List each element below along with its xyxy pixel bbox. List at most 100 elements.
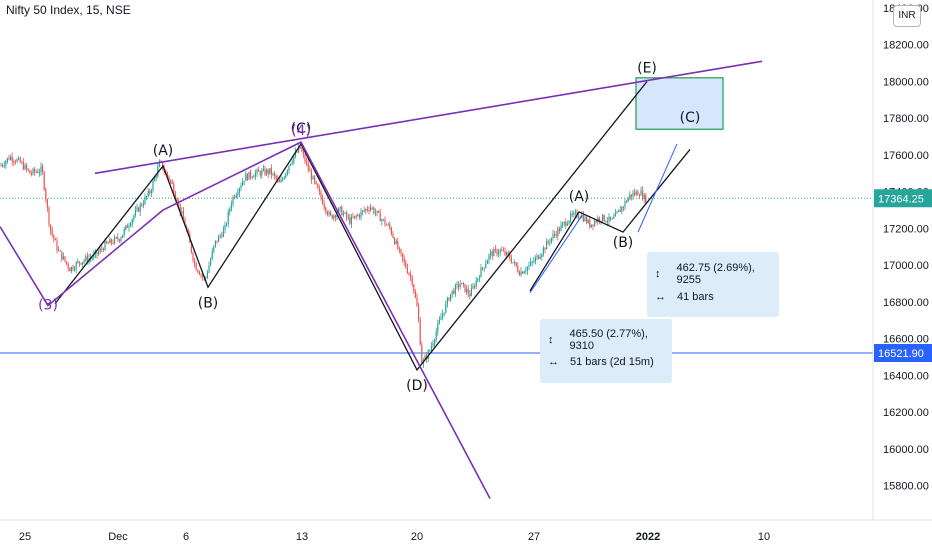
candle-body bbox=[515, 262, 517, 267]
candle-body bbox=[280, 180, 282, 183]
y-tick-label: 16400.00 bbox=[883, 370, 929, 382]
candle-body bbox=[547, 241, 549, 243]
candle-body bbox=[389, 224, 391, 228]
candle-body bbox=[346, 212, 348, 218]
wave-label[interactable]: (4) bbox=[291, 123, 311, 139]
candle-body bbox=[138, 207, 140, 212]
candle-body bbox=[168, 176, 170, 181]
candle-body bbox=[43, 172, 45, 190]
candle-body bbox=[414, 291, 416, 298]
candle-body bbox=[235, 194, 237, 198]
y-tick-label: 18000.00 bbox=[883, 76, 929, 88]
candle-body bbox=[211, 251, 213, 260]
candle-body bbox=[632, 192, 634, 197]
candle-body bbox=[75, 262, 77, 270]
candle-body bbox=[173, 183, 175, 194]
candle-body bbox=[451, 290, 453, 294]
candle-body bbox=[566, 223, 568, 226]
candle-body bbox=[350, 216, 352, 224]
candle-body bbox=[278, 179, 280, 183]
candle-body bbox=[53, 234, 55, 240]
candle-body bbox=[229, 208, 231, 213]
candle-body bbox=[541, 254, 543, 258]
target-box[interactable] bbox=[635, 77, 724, 130]
price-label-text: 17364.25 bbox=[878, 193, 924, 205]
trend-line-1[interactable] bbox=[529, 215, 583, 294]
candle-body bbox=[331, 215, 333, 219]
candle-body bbox=[122, 234, 124, 238]
candle-body bbox=[627, 198, 629, 202]
wave-label[interactable]: (E) bbox=[637, 60, 657, 76]
candle-body bbox=[373, 207, 375, 213]
candle-body bbox=[358, 214, 360, 217]
candle-body bbox=[195, 263, 197, 270]
candle-body bbox=[270, 168, 272, 175]
trend-line-2[interactable] bbox=[637, 143, 678, 233]
candle-body bbox=[536, 255, 538, 258]
wave-label[interactable]: (A) bbox=[153, 143, 174, 159]
candle-body bbox=[26, 164, 28, 169]
candle-body bbox=[392, 233, 394, 238]
candle-body bbox=[123, 229, 125, 235]
candle-body bbox=[486, 260, 488, 264]
x-tick-label: 27 bbox=[528, 531, 540, 543]
candle-body bbox=[283, 177, 285, 179]
candle-body bbox=[218, 236, 220, 242]
candle-body bbox=[459, 284, 461, 287]
wave-label[interactable]: (B) bbox=[613, 235, 634, 251]
y-tick-label: 17200.00 bbox=[883, 223, 929, 235]
candle-body bbox=[304, 154, 306, 162]
candle-body bbox=[48, 207, 50, 225]
candle-body bbox=[498, 252, 500, 255]
wave-label[interactable]: (B) bbox=[198, 295, 219, 311]
measurement-box-2[interactable]: ↕ 465.50 (2.77%), 9310 ↔ 51 bars (2d 15m… bbox=[540, 319, 672, 383]
candle-body bbox=[398, 248, 400, 250]
wave-label[interactable]: (3) bbox=[38, 297, 58, 313]
candle-body bbox=[242, 181, 244, 186]
candle-body bbox=[418, 306, 420, 320]
candle-body bbox=[32, 169, 34, 174]
x-tick-label: 20 bbox=[411, 531, 423, 543]
candle-body bbox=[286, 170, 288, 174]
wave-line-1[interactable] bbox=[54, 81, 648, 372]
wave-label[interactable]: (D) bbox=[406, 378, 428, 394]
wave-line-4[interactable] bbox=[94, 60, 763, 175]
wave-label[interactable]: (C) bbox=[680, 110, 701, 126]
currency-badge[interactable]: INR bbox=[893, 5, 921, 27]
candle-body bbox=[461, 282, 463, 285]
candle-body bbox=[227, 212, 229, 224]
candle-body bbox=[523, 271, 525, 274]
candle-body bbox=[99, 248, 101, 252]
candle-body bbox=[590, 224, 592, 228]
candle-body bbox=[150, 190, 152, 194]
candle-body bbox=[552, 234, 554, 239]
candle-body bbox=[37, 171, 39, 173]
candle-body bbox=[445, 303, 447, 313]
candle-body bbox=[539, 257, 541, 259]
candle-body bbox=[77, 261, 79, 263]
candle-body bbox=[586, 217, 588, 223]
candle-body bbox=[147, 190, 149, 197]
candle-body bbox=[357, 214, 359, 216]
candle-body bbox=[109, 239, 111, 244]
measurement-box-1[interactable]: ↕ 462.75 (2.69%), 9255 ↔ 41 bars bbox=[647, 252, 779, 317]
candle-body bbox=[501, 249, 503, 251]
candle-body bbox=[112, 242, 114, 244]
candle-body bbox=[18, 157, 20, 160]
candle-body bbox=[557, 228, 559, 237]
wave-line-3[interactable] bbox=[0, 141, 491, 499]
candle-body bbox=[634, 192, 636, 195]
candle-body bbox=[288, 165, 290, 171]
wave-label[interactable]: (A) bbox=[569, 189, 590, 205]
wave-label[interactable]: (C) bbox=[291, 121, 312, 137]
candle-body bbox=[544, 247, 546, 250]
candle-body bbox=[482, 267, 484, 269]
candle-body bbox=[234, 196, 236, 198]
candle-body bbox=[0, 165, 2, 167]
candle-body bbox=[320, 191, 322, 198]
candle-body bbox=[296, 151, 298, 153]
candle-body bbox=[480, 267, 482, 278]
candle-body bbox=[635, 191, 637, 195]
candle-body bbox=[165, 171, 167, 173]
